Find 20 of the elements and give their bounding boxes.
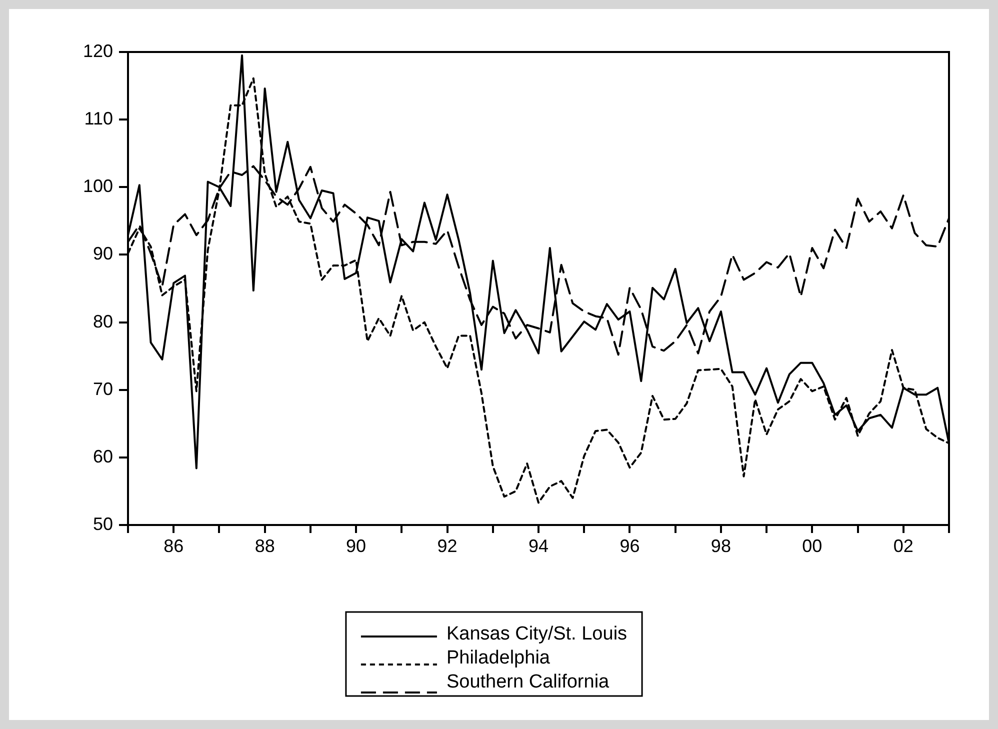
x-tick-label: 86 — [164, 536, 184, 556]
y-tick-label: 100 — [82, 176, 113, 196]
y-tick-label: 120 — [82, 40, 113, 61]
x-tick-label: 92 — [437, 536, 458, 556]
y-tick-label: 80 — [92, 311, 113, 332]
x-tick-label: 88 — [254, 536, 275, 556]
y-tick-label: 90 — [92, 244, 113, 264]
legend-label: Kansas City/St. Louis — [446, 624, 628, 645]
y-tick-label: 50 — [92, 514, 113, 534]
y-tick-label: 70 — [92, 378, 113, 399]
x-tick-label: 00 — [802, 536, 822, 556]
x-tick-label: 96 — [620, 536, 640, 556]
x-tick-label: 98 — [710, 536, 731, 556]
legend-label: Southern California — [446, 672, 610, 693]
legend-label: Philadelphia — [446, 648, 550, 669]
x-tick-label: 90 — [346, 536, 366, 556]
y-tick-label: 60 — [92, 446, 113, 466]
x-tick-label: 94 — [528, 536, 549, 556]
x-tick-label: 02 — [893, 536, 914, 556]
y-tick-label: 110 — [84, 108, 113, 129]
